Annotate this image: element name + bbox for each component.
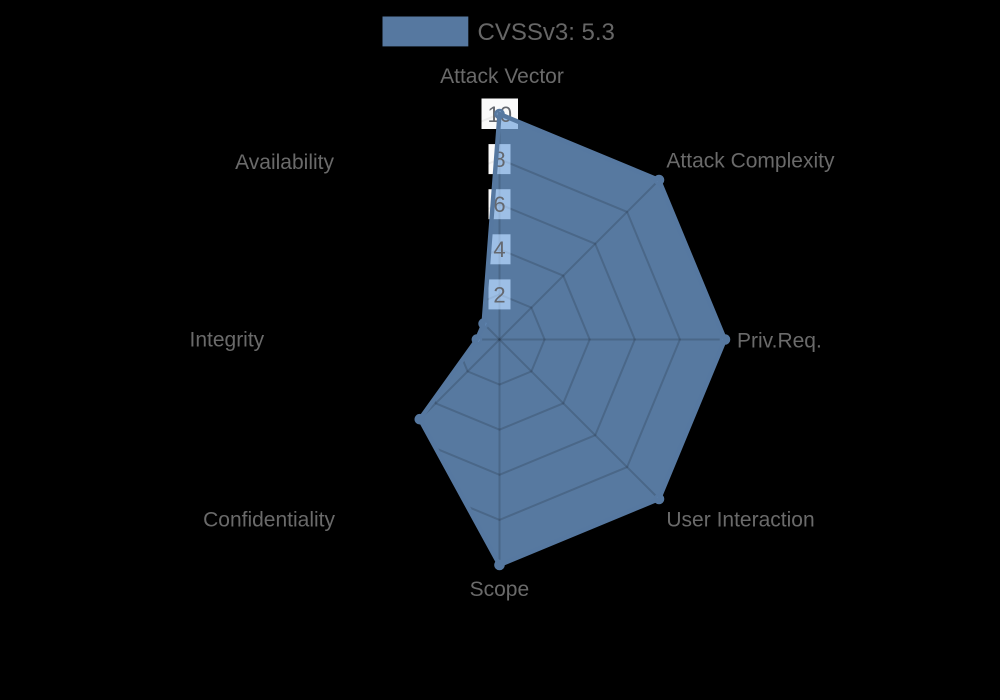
svg-text:4: 4 xyxy=(493,237,505,262)
svg-text:Scope: Scope xyxy=(470,578,530,601)
svg-text:Integrity: Integrity xyxy=(189,329,264,352)
svg-text:Confidentiality: Confidentiality xyxy=(203,508,335,531)
svg-text:Attack Vector: Attack Vector xyxy=(440,65,564,88)
svg-text:Availability: Availability xyxy=(235,151,334,174)
svg-text:6: 6 xyxy=(493,192,505,217)
svg-text:Priv.Req.: Priv.Req. xyxy=(737,330,822,353)
svg-text:Attack Complexity: Attack Complexity xyxy=(666,150,835,173)
svg-text:2: 2 xyxy=(493,282,505,307)
svg-text:CVSSv3: 5.3: CVSSv3: 5.3 xyxy=(478,19,615,46)
svg-text:User Interaction: User Interaction xyxy=(666,508,814,531)
